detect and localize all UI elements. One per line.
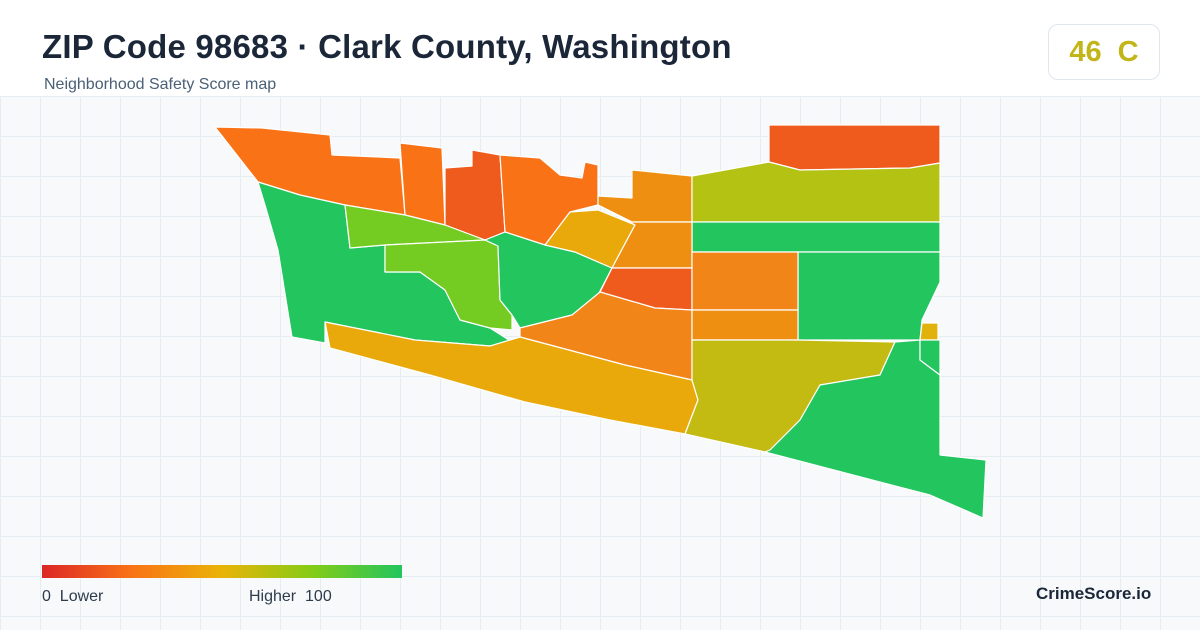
safety-score-badge: 46 C [1048, 24, 1160, 80]
map-region[interactable] [797, 251, 941, 341]
legend-max-value: 100 [305, 588, 332, 605]
header-band [0, 0, 1200, 97]
map-region[interactable] [919, 322, 939, 341]
score-value: 46 [1069, 35, 1102, 68]
map-region[interactable] [691, 221, 941, 253]
map-region[interactable] [691, 251, 799, 311]
map-region[interactable] [444, 149, 506, 241]
page-subtitle: Neighborhood Safety Score map [44, 76, 277, 93]
map-region[interactable] [919, 339, 941, 376]
page-title: ZIP Code 98683 · Clark County, Washingto… [42, 28, 732, 65]
map-region[interactable] [691, 309, 799, 341]
legend-color-scale [42, 565, 402, 578]
legend-min-value: 0 [42, 588, 51, 605]
legend-high: Higher 100 [249, 588, 332, 606]
brand-logo-text: CrimeScore.io [1036, 584, 1152, 603]
map-region[interactable] [399, 142, 446, 226]
legend-max-label: Higher [249, 588, 297, 605]
legend-low: 0 Lower [42, 588, 103, 606]
map-region[interactable] [768, 124, 941, 171]
map-region[interactable] [691, 161, 941, 223]
score-grade: C [1117, 35, 1139, 68]
map-region[interactable] [597, 169, 693, 223]
legend-min-label: Lower [59, 588, 104, 605]
